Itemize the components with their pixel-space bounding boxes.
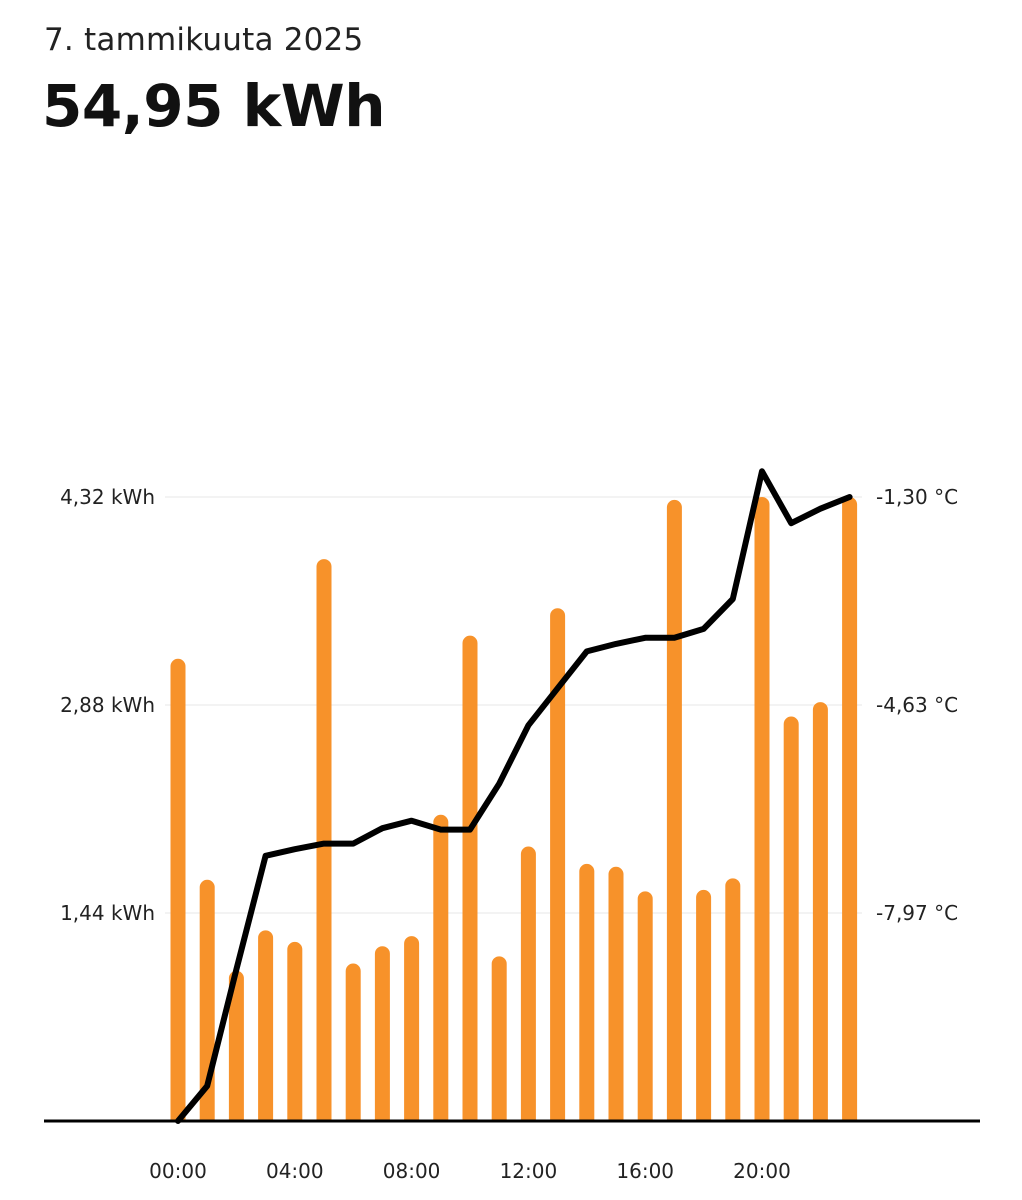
x-tick-label: 12:00 [500, 1159, 558, 1183]
x-tick-label: 00:00 [149, 1159, 207, 1183]
energy-bar[interactable] [637, 891, 653, 1121]
temperature-line [175, 468, 853, 1124]
x-tick-label: 04:00 [266, 1159, 324, 1183]
grid-lines [165, 496, 862, 914]
x-tick-label: 08:00 [383, 1159, 441, 1183]
energy-bar[interactable] [783, 716, 799, 1121]
energy-bar[interactable] [666, 499, 682, 1121]
energy-bar[interactable] [812, 702, 828, 1121]
energy-bar[interactable] [462, 635, 478, 1121]
y-left-tick-label: 1,44 kWh [60, 901, 155, 925]
energy-bar[interactable] [725, 878, 741, 1121]
y-right-tick-label: -4,63 °C [876, 693, 958, 717]
energy-bar[interactable] [170, 658, 186, 1121]
energy-bar[interactable] [754, 497, 770, 1122]
energy-bar[interactable] [228, 970, 244, 1121]
energy-bar[interactable] [433, 814, 449, 1121]
energy-bar[interactable] [404, 936, 420, 1121]
energy-bar[interactable] [258, 930, 274, 1121]
y-right-tick-label: -7,97 °C [876, 901, 958, 925]
total-energy: 54,95 kWh [42, 72, 386, 140]
energy-bar[interactable] [287, 941, 303, 1121]
energy-bar[interactable] [608, 866, 624, 1121]
energy-bar[interactable] [345, 963, 361, 1121]
axis-labels: 4,32 kWh -1,30 °C 2,88 kWh -4,63 °C 1,44 kWh… [60, 485, 958, 1183]
y-left-tick-label: 2,88 kWh [60, 693, 155, 717]
energy-bar[interactable] [842, 497, 858, 1122]
energy-bar[interactable] [491, 956, 507, 1121]
energy-bar[interactable] [550, 608, 566, 1121]
energy-bar[interactable] [374, 946, 390, 1121]
x-tick-label: 16:00 [616, 1159, 674, 1183]
energy-bar[interactable] [696, 889, 712, 1121]
y-right-tick-label: -1,30 °C [876, 485, 958, 509]
temperature-line-layer [175, 468, 853, 1124]
date-label: 7. tammikuuta 2025 [44, 22, 364, 58]
energy-bar[interactable] [579, 863, 595, 1121]
energy-bar[interactable] [316, 559, 332, 1121]
y-left-tick-label: 4,32 kWh [60, 485, 155, 509]
x-tick-label: 20:00 [733, 1159, 791, 1183]
energy-bar[interactable] [520, 846, 536, 1121]
energy-bars [170, 497, 858, 1122]
